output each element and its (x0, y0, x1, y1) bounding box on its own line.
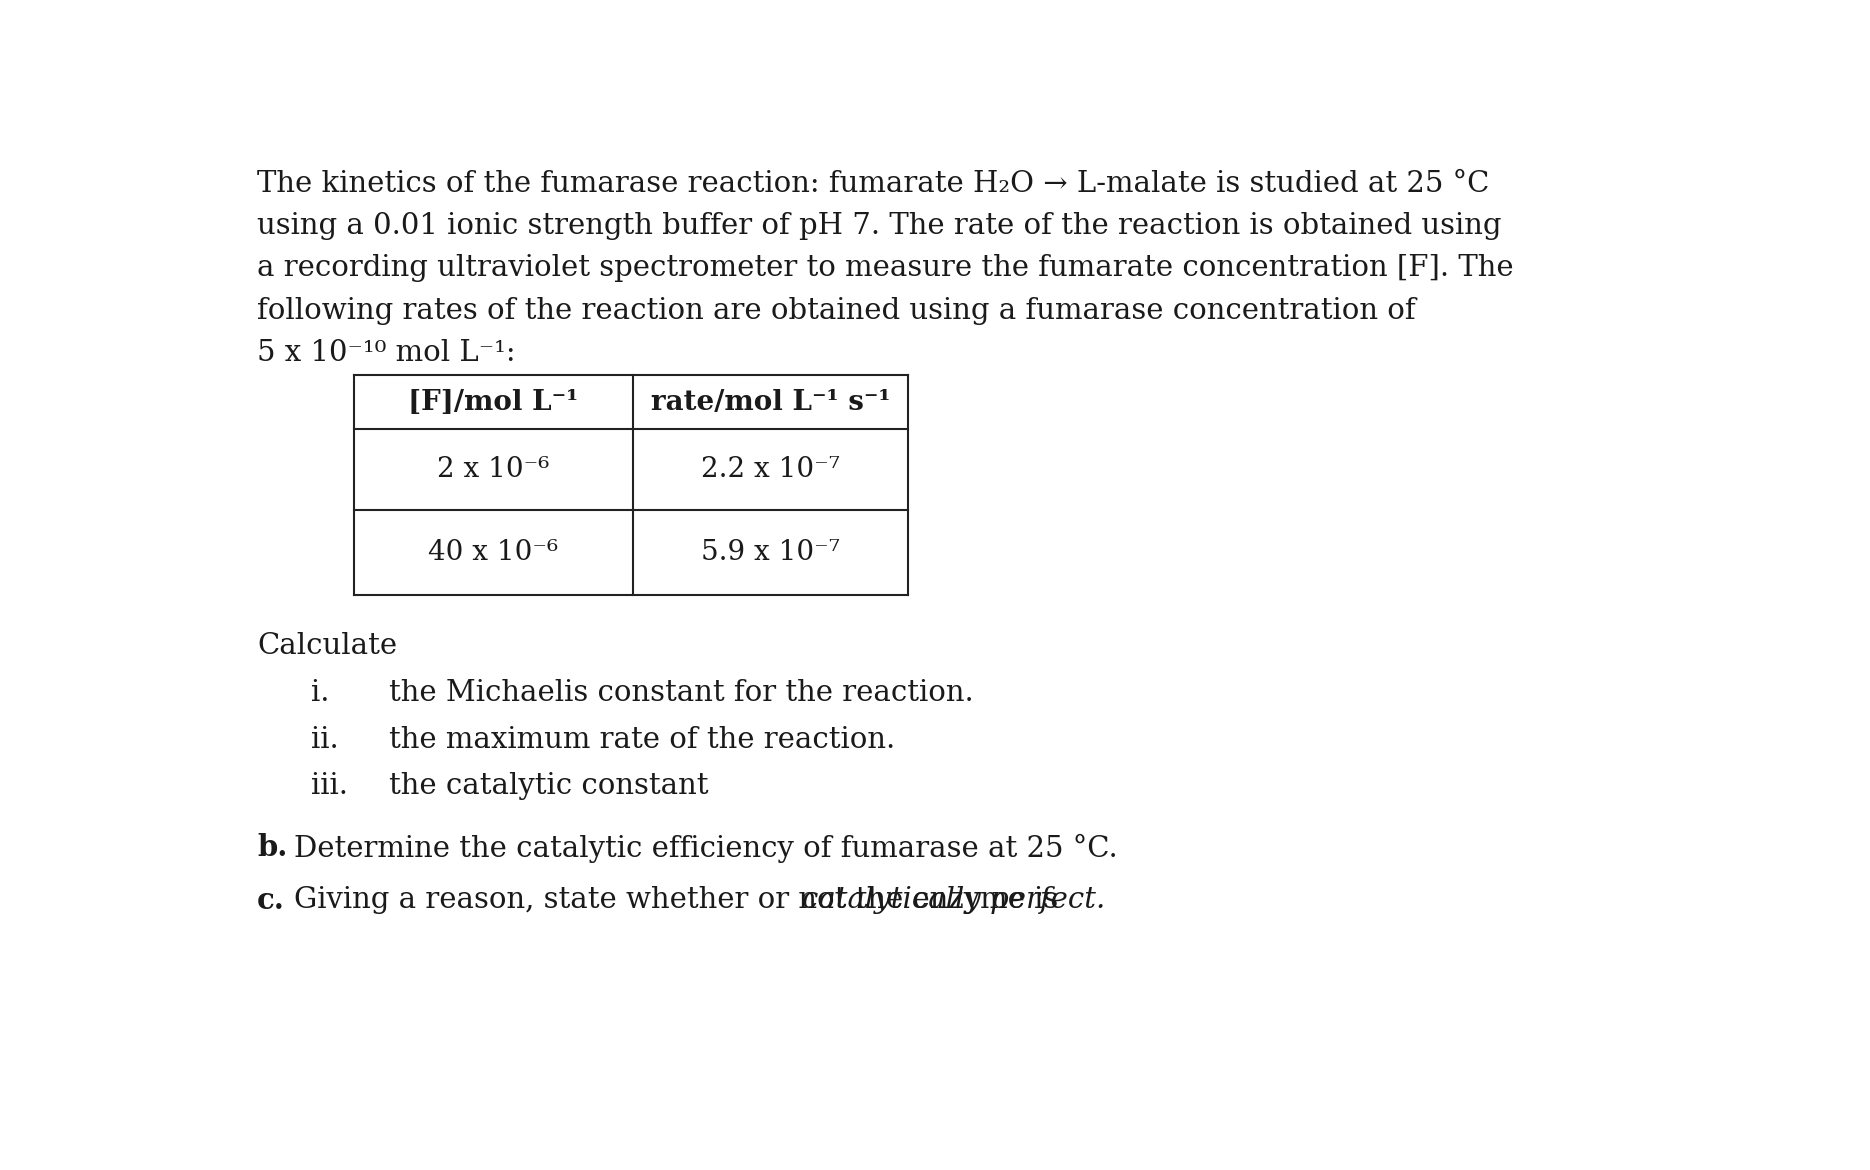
Text: Determine the catalytic efficiency of fumarase at 25 °C.: Determine the catalytic efficiency of fu… (294, 833, 1118, 862)
Text: the catalytic constant: the catalytic constant (389, 772, 709, 800)
Text: catalytically perfect.: catalytically perfect. (802, 886, 1105, 914)
Text: following rates of the reaction are obtained using a fumarase concentration of: following rates of the reaction are obta… (256, 297, 1416, 325)
Text: c.: c. (256, 886, 284, 915)
Text: rate/mol L⁻¹ s⁻¹: rate/mol L⁻¹ s⁻¹ (651, 388, 890, 415)
Text: i.: i. (310, 680, 329, 708)
Text: a recording ultraviolet spectrometer to measure the fumarate concentration [F]. : a recording ultraviolet spectrometer to … (256, 254, 1513, 282)
Text: 5 x 10⁻¹⁰ mol L⁻¹:: 5 x 10⁻¹⁰ mol L⁻¹: (256, 339, 516, 367)
Text: the Michaelis constant for the reaction.: the Michaelis constant for the reaction. (389, 680, 974, 708)
Text: b.: b. (256, 833, 288, 862)
Text: ii.: ii. (310, 725, 338, 753)
Text: Giving a reason, state whether or not the enzyme is: Giving a reason, state whether or not th… (294, 886, 1068, 914)
Text: 2.2 x 10⁻⁷: 2.2 x 10⁻⁷ (701, 456, 840, 483)
Text: 5.9 x 10⁻⁷: 5.9 x 10⁻⁷ (701, 539, 840, 566)
Text: the maximum rate of the reaction.: the maximum rate of the reaction. (389, 725, 896, 753)
Text: iii.: iii. (310, 772, 348, 800)
Text: 2 x 10⁻⁶: 2 x 10⁻⁶ (438, 456, 550, 483)
Text: The kinetics of the fumarase reaction: fumarate H₂O → L-malate is studied at 25 : The kinetics of the fumarase reaction: f… (256, 170, 1489, 198)
Text: 40 x 10⁻⁶: 40 x 10⁻⁶ (428, 539, 559, 566)
Text: [F]/mol L⁻¹: [F]/mol L⁻¹ (408, 388, 578, 415)
Text: Calculate: Calculate (256, 632, 396, 660)
Text: using a 0.01 ionic strength buffer of pH 7. The rate of the reaction is obtained: using a 0.01 ionic strength buffer of pH… (256, 212, 1502, 240)
